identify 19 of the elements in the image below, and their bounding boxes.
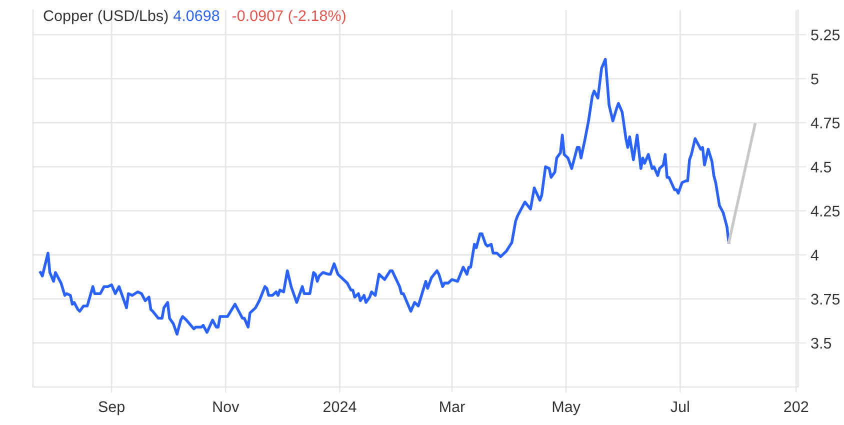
- y-tick-label: 4: [810, 250, 819, 260]
- x-tick-label: Mar: [440, 401, 465, 412]
- y-tick-label: 4.5: [810, 162, 832, 172]
- y-tick-label: 3.5: [811, 338, 832, 349]
- chart-subtitle: 4.0698: [173, 10, 220, 22]
- y-tick-label: 5.25: [811, 30, 840, 40]
- chart-title: Copper (USD/Lbs): [44, 10, 168, 24]
- x-tick-label: May: [552, 401, 580, 416]
- x-tick-label: 202: [784, 401, 808, 412]
- y-tick-label: 5: [811, 74, 818, 84]
- x-tick-label: Jul: [670, 400, 689, 412]
- x-tick-label: 2024: [324, 401, 356, 412]
- y-tick-label: 4.75: [810, 118, 840, 128]
- annotation: -0.0907 (-2.18%): [232, 10, 346, 24]
- x-tick-label: Nov: [213, 401, 240, 412]
- line-series: [39, 58, 730, 336]
- y-tick-label: 4.25: [810, 206, 840, 217]
- y-tick-label: 3.75: [811, 294, 840, 305]
- x-tick-label: Sep: [98, 401, 125, 416]
